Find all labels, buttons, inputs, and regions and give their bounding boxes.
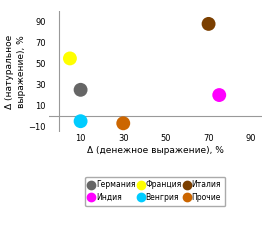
Legend: Германия, Индия, Франция, Венгрия, Италия, Прочие: Германия, Индия, Франция, Венгрия, Итали…	[85, 177, 225, 206]
X-axis label: Δ (денежное выражение), %: Δ (денежное выражение), %	[87, 146, 224, 155]
Point	[68, 57, 72, 60]
Point	[121, 121, 125, 125]
Point	[78, 119, 83, 123]
Point	[206, 22, 211, 26]
Point	[78, 88, 83, 92]
Point	[217, 93, 221, 97]
Y-axis label: Δ (натуральное
выражение), %: Δ (натуральное выражение), %	[5, 34, 26, 109]
